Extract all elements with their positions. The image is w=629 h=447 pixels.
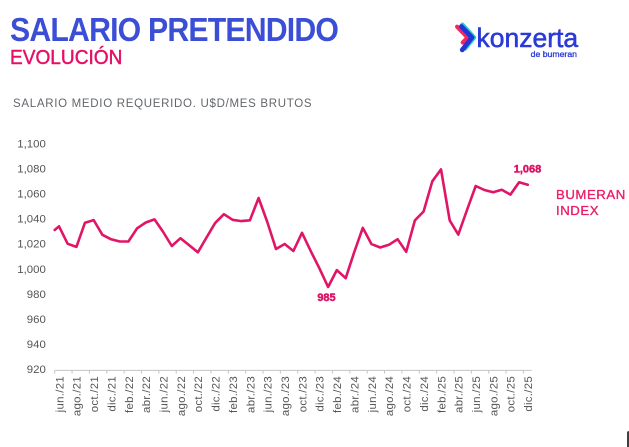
svg-text:abr./22: abr./22 xyxy=(141,376,153,413)
svg-text:ago./21: ago./21 xyxy=(72,376,84,416)
svg-text:feb./23: feb./23 xyxy=(228,376,240,413)
svg-text:985: 985 xyxy=(317,292,335,304)
svg-text:dic./22: dic./22 xyxy=(211,376,223,412)
svg-text:jun./23: jun./23 xyxy=(263,376,275,413)
svg-text:abr./25: abr./25 xyxy=(454,376,466,413)
svg-text:dic./24: dic./24 xyxy=(419,376,431,412)
svg-text:jun./22: jun./22 xyxy=(159,376,171,413)
svg-text:oct./25: oct./25 xyxy=(506,376,518,412)
svg-text:dic./25: dic./25 xyxy=(523,376,535,412)
svg-text:feb./25: feb./25 xyxy=(436,376,448,413)
svg-text:940: 940 xyxy=(27,339,46,351)
svg-text:feb./24: feb./24 xyxy=(332,376,344,413)
svg-text:ago./25: ago./25 xyxy=(488,376,500,416)
svg-text:dic./21: dic./21 xyxy=(106,376,118,412)
svg-text:jun./25: jun./25 xyxy=(471,376,483,413)
svg-text:ago./22: ago./22 xyxy=(176,376,188,416)
svg-text:1,000: 1,000 xyxy=(17,264,46,276)
svg-text:1,060: 1,060 xyxy=(17,189,46,201)
svg-text:ago./24: ago./24 xyxy=(384,376,396,416)
svg-text:feb./22: feb./22 xyxy=(124,376,136,413)
svg-text:abr./23: abr./23 xyxy=(245,376,257,413)
svg-text:abr./24: abr./24 xyxy=(349,376,361,413)
svg-text:1,040: 1,040 xyxy=(17,214,46,226)
svg-text:jun./24: jun./24 xyxy=(367,376,379,413)
svg-text:1,068: 1,068 xyxy=(514,164,542,176)
svg-text:ago./23: ago./23 xyxy=(280,376,292,416)
svg-text:1,080: 1,080 xyxy=(17,164,46,176)
svg-text:920: 920 xyxy=(27,364,46,376)
svg-text:dic./23: dic./23 xyxy=(315,376,327,412)
svg-text:oct./24: oct./24 xyxy=(402,376,414,412)
svg-text:oct./22: oct./22 xyxy=(193,376,205,412)
svg-text:jun./21: jun./21 xyxy=(54,376,66,413)
svg-text:980: 980 xyxy=(27,289,46,301)
svg-text:oct./21: oct./21 xyxy=(89,376,101,412)
svg-text:1,020: 1,020 xyxy=(17,239,46,251)
svg-text:oct./23: oct./23 xyxy=(297,376,309,412)
svg-text:960: 960 xyxy=(27,314,46,326)
svg-text:1,100: 1,100 xyxy=(17,139,46,151)
